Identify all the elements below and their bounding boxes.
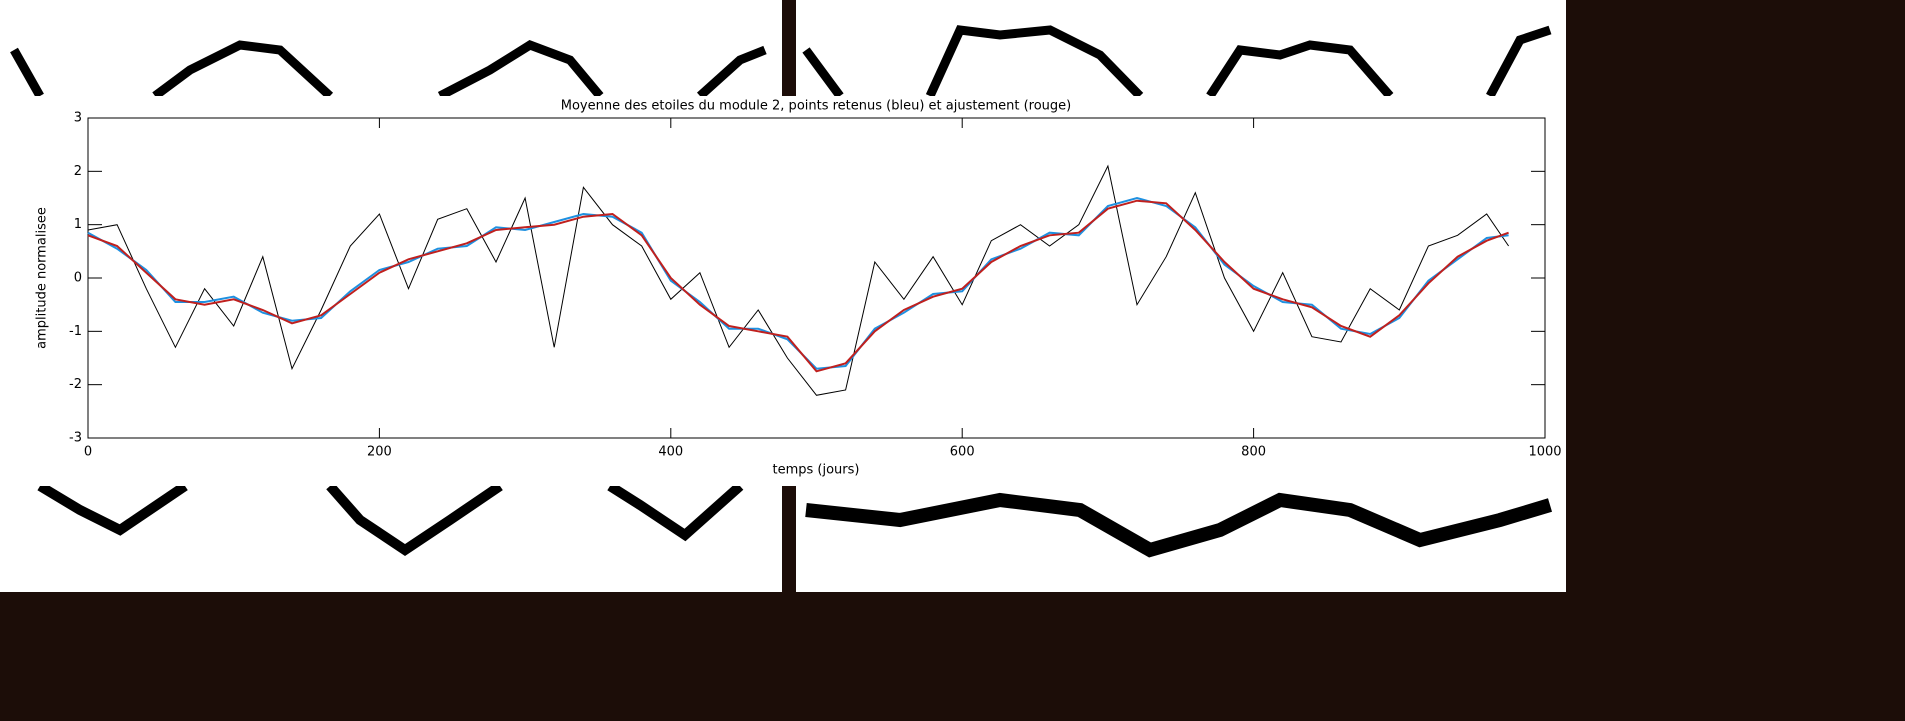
y-tick-label: -1 (69, 324, 82, 339)
x-tick-label: 600 (950, 445, 975, 460)
chart-title: Moyenne des etoiles du module 2, points … (561, 99, 1071, 114)
series-line (87, 199, 1509, 373)
panel (796, 0, 1566, 96)
panel-trace (10, 40, 767, 100)
chart: Moyenne des etoiles du module 2, points … (35, 99, 1562, 478)
x-tick-label: 0 (84, 445, 92, 460)
y-axis-label: amplitude normalisee (35, 207, 50, 349)
y-tick-label: 2 (74, 164, 82, 179)
y-tick-label: 3 (74, 111, 82, 126)
x-tick-label: 800 (1241, 445, 1266, 460)
x-tick-label: 200 (367, 445, 392, 460)
background-panels (0, 0, 1566, 592)
panel-trace (802, 25, 1552, 100)
x-tick-label: 400 (658, 445, 683, 460)
panel (0, 0, 782, 96)
panel-trace (805, 492, 1553, 558)
y-tick-label: 0 (74, 271, 82, 286)
main-panel (0, 96, 1566, 486)
x-tick-label: 1000 (1528, 445, 1561, 460)
y-tick-label: -2 (69, 377, 82, 392)
series-line (87, 164, 1510, 396)
y-tick-label: -3 (69, 431, 82, 446)
x-axis-label: temps (jours) (773, 463, 860, 478)
y-tick-label: 1 (74, 217, 82, 232)
panel-trace (37, 481, 744, 557)
